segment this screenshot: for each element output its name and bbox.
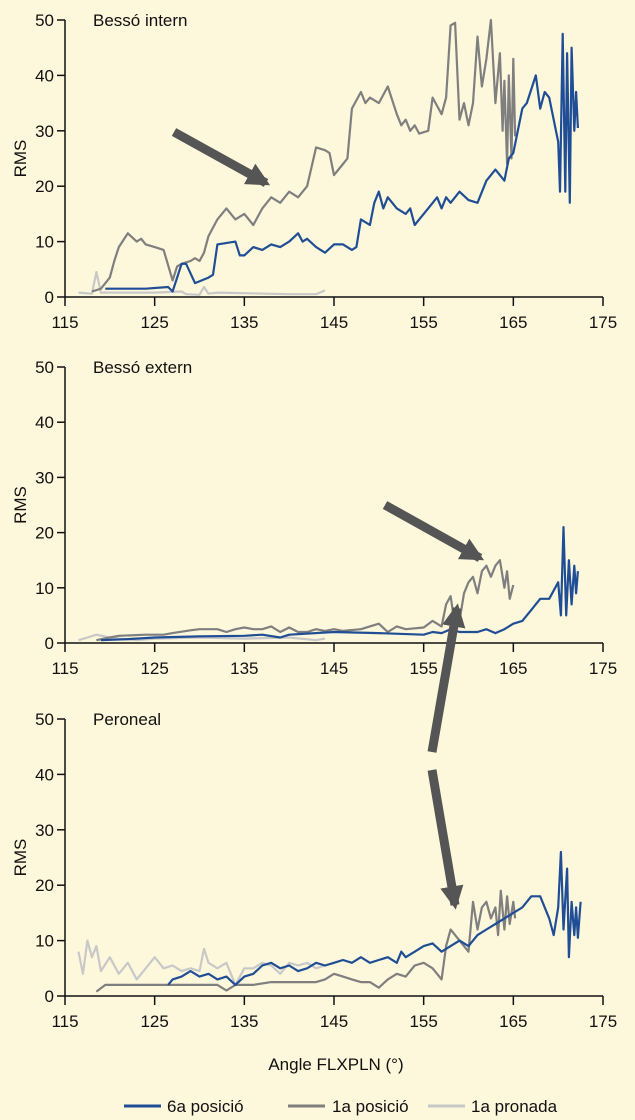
y-tick-label: 40 [35, 765, 54, 784]
legend-label: 1a pronada [471, 1097, 558, 1116]
panel-peroneal: 0 10 20 30 40 50 115 125 135 145 155 165 175 RMS Peron… [11, 710, 617, 1031]
x-axis-label: Angle FLXPLN (°) [268, 1055, 403, 1074]
y-tick-label: 10 [35, 579, 54, 598]
y-tick-label: 20 [35, 177, 54, 196]
y-tick-label: 50 [35, 358, 54, 377]
x-tick-label: 175 [589, 1012, 617, 1031]
arrow-bessó-intern [171, 128, 271, 187]
y-axis-label: RMS [11, 486, 30, 524]
y-tick-label: 0 [45, 288, 54, 307]
x-tick-label: 115 [51, 659, 78, 678]
y-tick-label: 40 [35, 66, 54, 85]
x-tick-label: 165 [499, 659, 527, 678]
y-tick-label: 30 [35, 821, 54, 840]
series-line-1a-posició [96, 559, 515, 642]
x-tick-label: 165 [499, 1012, 527, 1031]
y-tick-label: 0 [45, 987, 54, 1006]
x-tick-label: 125 [140, 313, 168, 332]
panel-title: Bessó extern [93, 358, 192, 377]
x-tick-label: 125 [140, 659, 168, 678]
x-tick-label: 155 [409, 313, 437, 332]
x-tick-label: 135 [230, 313, 258, 332]
series-line-1a-pronada [78, 633, 326, 642]
x-tick-label: 145 [320, 659, 348, 678]
y-tick-label: 50 [35, 710, 54, 729]
panels: 0 10 20 30 40 50 115 125 135 145 155 165 175 RMS Bessó… [11, 11, 617, 1031]
series-line-1a-pronada [77, 939, 326, 987]
x-tick-label: 125 [140, 1012, 168, 1031]
series-line-1a-posició [91, 18, 517, 293]
annotation-arrows [171, 128, 485, 910]
series-line-1a-pronada [78, 271, 326, 296]
x-tick-label: 155 [409, 659, 437, 678]
panel-bessó-intern: 0 10 20 30 40 50 115 125 135 145 155 165 175 RMS Bessó… [11, 11, 617, 332]
y-tick-label: 30 [35, 122, 54, 141]
y-tick-label: 0 [45, 634, 54, 653]
y-tick-label: 40 [35, 413, 54, 432]
y-tick-label: 10 [35, 932, 54, 951]
panel-title: Peroneal [93, 710, 161, 729]
arrow-up-to-bessó-extern [427, 603, 466, 753]
x-tick-label: 155 [409, 1012, 437, 1031]
arrow-bessó-extern [382, 501, 485, 562]
legend-item-1a-posicio: 1a posició [288, 1097, 409, 1116]
y-tick-label: 10 [35, 233, 54, 252]
y-tick-label: 30 [35, 468, 54, 487]
series-line-6a-posició [105, 32, 579, 293]
legend-label: 1a posició [332, 1097, 409, 1116]
x-tick-label: 115 [51, 1012, 78, 1031]
panel-title: Bessó intern [93, 11, 188, 30]
legend-item-6a-posicio: 6a posició [124, 1097, 244, 1116]
x-tick-label: 135 [230, 659, 258, 678]
series-line-6a-posició [167, 850, 582, 987]
legend-item-1a-pronada: 1a pronada [428, 1097, 558, 1116]
x-tick-label: 145 [320, 1012, 348, 1031]
series-line-6a-posició [100, 525, 579, 642]
x-tick-label: 165 [499, 313, 527, 332]
x-tick-label: 135 [230, 1012, 258, 1031]
series-line-1a-posició [95, 889, 517, 993]
arrow-down-to-peroneal [427, 769, 464, 910]
y-tick-label: 20 [35, 876, 54, 895]
x-tick-label: 115 [51, 313, 78, 332]
x-tick-label: 175 [589, 659, 617, 678]
y-axis-label: RMS [11, 839, 30, 877]
legend: 6a posició 1a posició 1a pronada [124, 1097, 558, 1116]
legend-label: 6a posició [167, 1097, 244, 1116]
y-tick-label: 20 [35, 524, 54, 543]
x-tick-label: 145 [320, 313, 348, 332]
y-axis-label: RMS [11, 140, 30, 178]
y-tick-label: 50 [35, 11, 54, 30]
panel-bessó-extern: 0 10 20 30 40 50 115 125 135 145 155 165 175 RMS Bessó… [11, 358, 617, 678]
x-tick-label: 175 [589, 313, 617, 332]
